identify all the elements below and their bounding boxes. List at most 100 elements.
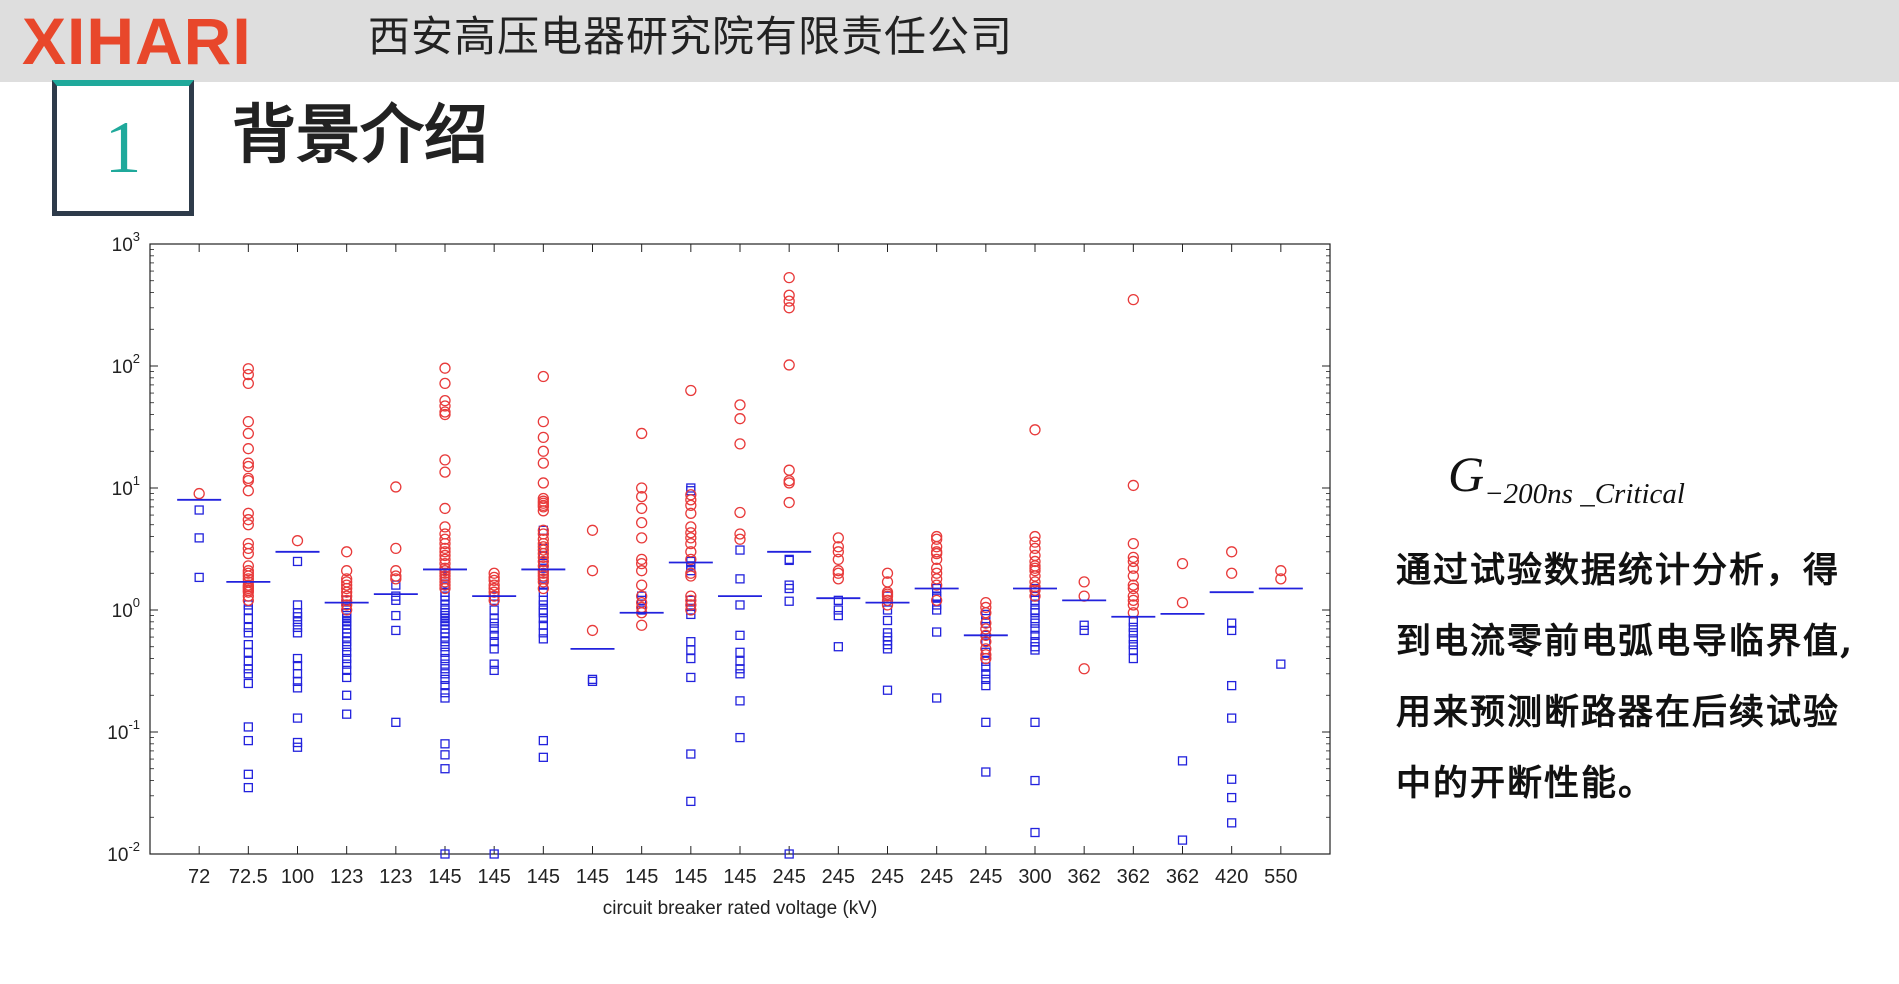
data-point-square: [243, 769, 253, 779]
data-point-square: [784, 596, 794, 606]
data-point-square: [1128, 639, 1138, 650]
data-point-square: [882, 685, 893, 695]
data-point-square: [440, 642, 450, 652]
data-point-square: [292, 617, 303, 627]
data-point-square: [538, 634, 548, 644]
data-point-square: [440, 664, 450, 674]
section-number: 1: [104, 107, 142, 189]
data-point-circle: [832, 573, 844, 585]
data-point-square: [440, 605, 450, 615]
data-point-circle: [1176, 596, 1189, 609]
data-point-circle: [537, 505, 549, 517]
data-point-square: [440, 653, 450, 664]
data-point-square: [1227, 680, 1237, 691]
data-point-square: [243, 656, 253, 666]
data-point-square: [1227, 792, 1237, 803]
x-tick-label: 550: [1264, 866, 1297, 888]
description-line-2: 到电流零前电弧电导临界值,: [1396, 621, 1855, 662]
data-point-circle: [685, 553, 697, 566]
data-point-square: [243, 628, 253, 638]
data-point-circle: [685, 599, 697, 611]
data-point-square: [1276, 659, 1286, 669]
data-point-circle: [881, 590, 894, 602]
data-point-circle: [439, 549, 451, 562]
data-point-square: [686, 653, 696, 664]
data-point-square: [440, 680, 450, 691]
data-point-circle: [734, 438, 746, 450]
data-point-circle: [242, 474, 254, 487]
data-point-circle: [488, 586, 500, 598]
data-point-square: [292, 683, 303, 693]
data-point-circle: [685, 499, 697, 512]
data-point-circle: [439, 394, 451, 407]
data-point-square: [932, 600, 942, 610]
data-point-square: [784, 555, 794, 566]
data-point-square: [440, 849, 450, 859]
data-point-circle: [439, 502, 451, 515]
data-point-circle: [931, 541, 943, 553]
data-point-circle: [636, 490, 648, 503]
data-point-circle: [636, 427, 648, 440]
data-point-circle: [439, 400, 451, 412]
data-point-square: [292, 713, 303, 723]
data-point-square: [981, 618, 991, 628]
data-point-circle: [537, 457, 549, 469]
data-point-square: [735, 664, 745, 674]
data-point-circle: [242, 586, 254, 598]
data-point-circle: [439, 362, 451, 374]
data-point-circle: [1127, 555, 1139, 568]
x-tick-label: 362: [1117, 866, 1150, 888]
data-point-square: [735, 647, 745, 657]
data-point-circle: [1029, 570, 1041, 582]
data-point-circle: [1275, 565, 1287, 577]
data-point-circle: [1226, 546, 1238, 558]
data-point-circle: [783, 477, 795, 489]
data-point-circle: [242, 377, 254, 390]
data-point-square: [342, 665, 352, 676]
data-point-square: [489, 644, 499, 654]
data-point-circle: [783, 464, 795, 476]
data-point-square: [735, 574, 745, 584]
data-point-square: [243, 722, 253, 732]
data-point-square: [243, 605, 253, 615]
data-point-square: [1030, 605, 1040, 615]
data-point-circle: [439, 553, 451, 566]
data-point-square: [342, 659, 352, 669]
data-point-circle: [537, 477, 549, 489]
data-point-square: [292, 628, 303, 638]
data-point-circle: [636, 553, 648, 566]
data-point-circle: [488, 571, 500, 584]
x-tick-label: 362: [1067, 866, 1100, 888]
data-point-square: [342, 709, 352, 719]
x-tick-label: 145: [674, 866, 707, 888]
data-point-square: [292, 653, 303, 664]
data-point-circle: [931, 594, 943, 606]
data-point-square: [489, 630, 499, 640]
data-point-square: [981, 680, 991, 691]
data-point-square: [1227, 625, 1237, 636]
data-point-square: [194, 572, 204, 583]
data-point-square: [292, 556, 303, 567]
data-point-circle: [586, 524, 599, 536]
data-point-square: [981, 717, 991, 727]
data-point-circle: [488, 582, 500, 595]
data-point-circle: [636, 516, 648, 529]
data-point-square: [342, 642, 352, 652]
data-point-square: [1030, 618, 1040, 628]
data-point-square: [735, 545, 745, 555]
data-point-square: [1030, 642, 1040, 652]
data-point-square: [587, 674, 598, 685]
data-point-circle: [685, 527, 697, 539]
data-point-square: [440, 674, 450, 685]
data-point-square: [538, 628, 548, 638]
x-tick-label: 123: [379, 866, 412, 888]
data-point-circle: [341, 604, 353, 616]
data-point-circle: [832, 567, 844, 579]
data-point-circle: [1029, 584, 1041, 596]
y-tick-label: 100: [112, 595, 140, 622]
data-point-square: [735, 600, 745, 610]
data-point-square: [342, 647, 352, 657]
data-point-circle: [242, 507, 254, 519]
y-tick-label: 103: [112, 229, 140, 256]
data-point-square: [342, 690, 352, 700]
